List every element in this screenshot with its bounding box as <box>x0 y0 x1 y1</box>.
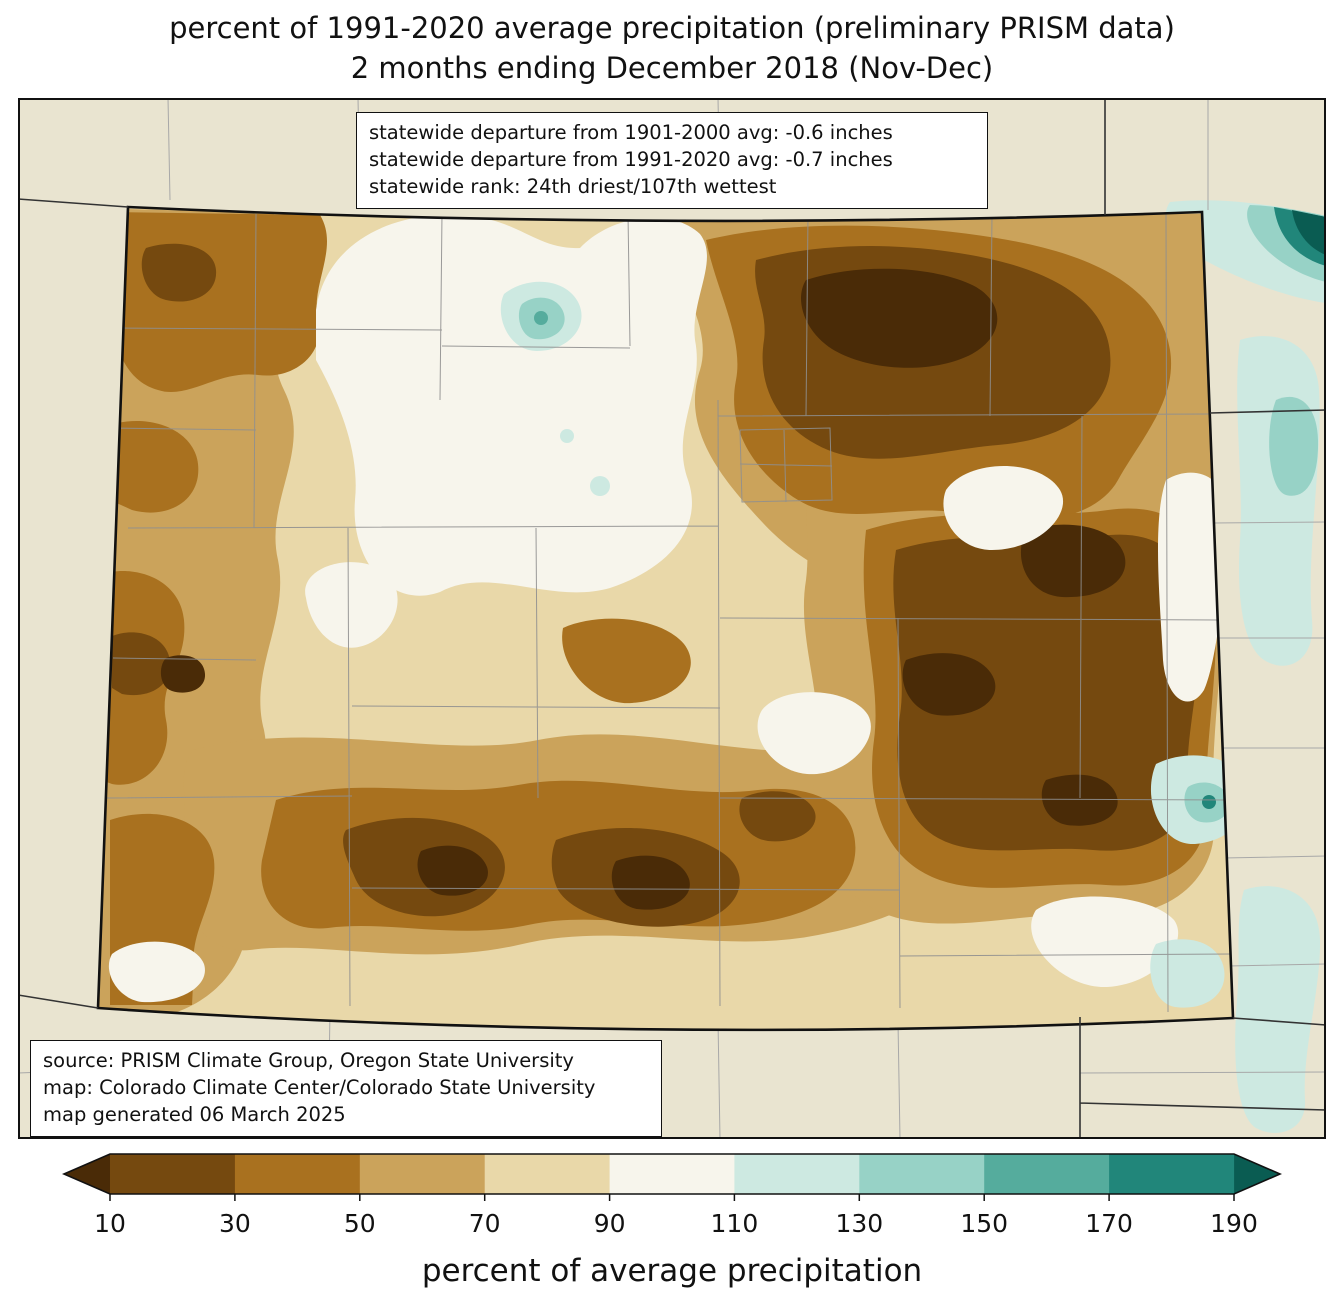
source-attribution-box: source: PRISM Climate Group, Oregon Stat… <box>30 1040 662 1137</box>
contour-30-50 <box>110 212 328 393</box>
tick-label-150: 150 <box>960 1209 1008 1238</box>
colorbar-ticks <box>109 1194 1235 1201</box>
stats-line-3: statewide rank: 24th driest/107th wettes… <box>369 174 777 198</box>
contour-170-190 <box>1202 795 1216 809</box>
title-line-2: 2 months ending December 2018 (Nov-Dec) <box>350 51 994 86</box>
stats-line-2: statewide departure from 1991-2020 avg: … <box>369 147 893 171</box>
colorbar-segment-150-170 <box>984 1154 1110 1194</box>
tick-label-130: 130 <box>835 1209 883 1238</box>
colorbar-svg: 10 30 50 70 90 110 130 150 170 190 perce… <box>61 1153 1283 1289</box>
contour-lt-10 <box>417 845 488 896</box>
colorbar-axis-label: percent of average precipitation <box>422 1253 922 1289</box>
contour-30-50 <box>562 618 691 704</box>
contour-lt-10 <box>611 855 690 910</box>
contour-lt-10 <box>1041 774 1118 826</box>
colorado-contours <box>98 207 1233 1030</box>
source-line-1: source: PRISM Climate Group, Oregon Stat… <box>43 1049 574 1072</box>
contour-lt-10 <box>160 655 206 693</box>
contour-150-170 <box>534 311 548 325</box>
contour-10-30 <box>739 791 816 842</box>
contour-90-110 <box>943 466 1064 550</box>
colorbar-segment-70-90 <box>484 1154 611 1194</box>
tick-label-50: 50 <box>344 1209 376 1238</box>
colorbar-segment-10-30 <box>110 1154 236 1194</box>
contour-110-130 <box>590 476 610 496</box>
contour-90-110 <box>316 214 707 596</box>
statewide-stats-box: statewide departure from 1901-2000 avg: … <box>356 112 988 209</box>
tick-label-10: 10 <box>94 1209 126 1238</box>
figure-title: percent of 1991-2020 average precipitati… <box>0 8 1344 88</box>
contour-90-110 <box>108 941 205 1003</box>
tick-label-190: 190 <box>1210 1209 1258 1238</box>
colorbar: 10 30 50 70 90 110 130 150 170 190 perce… <box>0 1148 1344 1298</box>
contour-110-130 <box>560 429 574 443</box>
contour-90-110 <box>1031 896 1179 988</box>
contour-lt-10 <box>801 268 998 368</box>
tick-label-170: 170 <box>1085 1209 1133 1238</box>
stats-line-1: statewide departure from 1901-2000 avg: … <box>369 121 893 144</box>
colorbar-segment-30-50 <box>234 1154 361 1194</box>
map-svg <box>18 98 1326 1139</box>
contour-10-30 <box>112 632 171 696</box>
title-line-1: percent of 1991-2020 average precipitati… <box>169 11 1175 45</box>
contour-lt-10 <box>902 653 996 716</box>
contour-110-130 <box>1150 939 1225 1008</box>
colorbar-arrow-left <box>64 1154 110 1194</box>
colorado-state-border <box>96 205 1235 1032</box>
tick-label-30: 30 <box>219 1209 251 1238</box>
source-line-3: map generated 06 March 2025 <box>43 1102 346 1126</box>
colorbar-segment-130-150 <box>859 1154 985 1194</box>
map-frame <box>18 98 1326 1139</box>
source-line-2: map: Colorado Climate Center/Colorado St… <box>43 1075 596 1099</box>
contour-90-110 <box>1157 472 1228 702</box>
neighbor-state-borders <box>18 98 1326 1139</box>
contour-90-110 <box>757 692 871 775</box>
colorbar-arrow-right <box>1234 1154 1280 1194</box>
colorbar-segment-90-110 <box>609 1154 735 1194</box>
contour-lt-10 <box>1020 524 1126 598</box>
colorado-county-lines <box>105 213 1233 1013</box>
tick-label-110: 110 <box>711 1209 759 1238</box>
tick-label-70: 70 <box>469 1209 501 1238</box>
colorbar-segment-110-130 <box>734 1154 860 1194</box>
contour-90-110 <box>305 562 398 648</box>
colorbar-segment-170-190 <box>1109 1154 1235 1194</box>
colorado-precipitation-map <box>18 98 1326 1139</box>
contour-30-50 <box>108 420 199 513</box>
tick-label-90: 90 <box>594 1209 626 1238</box>
contour-10-30 <box>141 243 217 302</box>
contour-10-30 <box>893 534 1200 851</box>
colorbar-segment-50-70 <box>359 1154 486 1194</box>
